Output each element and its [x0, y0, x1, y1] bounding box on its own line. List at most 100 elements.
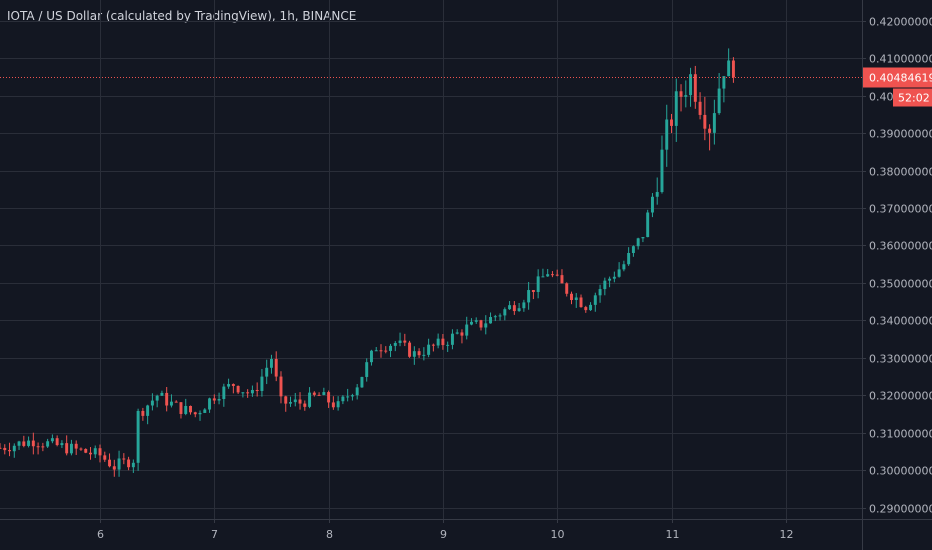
candle-body — [403, 340, 407, 343]
candle-body — [412, 351, 416, 357]
candle-body — [260, 376, 264, 391]
candle-body — [727, 60, 731, 77]
candle-body — [346, 396, 350, 398]
candle-body — [108, 459, 112, 467]
candle-body — [155, 395, 159, 401]
candle-body — [236, 385, 240, 393]
candle-body — [193, 412, 197, 415]
x-tick-label: 6 — [97, 528, 104, 541]
candle-body — [341, 396, 345, 402]
candle-body — [603, 280, 607, 290]
countdown-label: 52:02 — [898, 92, 930, 105]
y-tick-label: 0.30000000 — [869, 465, 932, 478]
candle-body — [160, 392, 164, 396]
candle-body — [660, 149, 664, 193]
candle-body — [241, 392, 245, 394]
candle-body — [146, 405, 150, 416]
y-tick-label: 0.33000000 — [869, 353, 932, 366]
candle-body — [103, 455, 107, 460]
y-tick-label: 0.42000000 — [869, 16, 932, 29]
candle-body — [222, 386, 226, 400]
candle-body — [184, 405, 188, 414]
candle-body — [36, 446, 40, 448]
candle-body — [703, 114, 707, 129]
grid-lines — [0, 0, 862, 519]
candle-body — [55, 438, 59, 446]
candles-layer — [0, 48, 735, 477]
candle-body — [460, 332, 464, 336]
candle-body — [565, 283, 569, 294]
candle-body — [227, 384, 231, 387]
candle-body — [641, 237, 645, 239]
candle-body — [8, 450, 12, 452]
candle-body — [46, 441, 50, 447]
candle-body — [655, 192, 659, 197]
candle-body — [479, 320, 483, 328]
candle-body — [689, 74, 693, 96]
y-tick-label: 0.32000000 — [869, 390, 932, 403]
x-tick-label: 8 — [326, 528, 333, 541]
candle-body — [360, 376, 364, 388]
candle-body — [384, 350, 388, 352]
candle-body — [198, 412, 202, 415]
candle-body — [284, 396, 288, 404]
candle-body — [174, 401, 178, 403]
candle-body — [365, 362, 369, 377]
candle-body — [269, 358, 273, 368]
candle-body — [255, 389, 259, 391]
candle-body — [336, 401, 340, 408]
candle-body — [117, 458, 121, 470]
candle-body — [217, 399, 221, 401]
candle-body — [203, 409, 207, 413]
y-axis: 0.420000000.410000000.400000000.39000000… — [862, 0, 932, 550]
candle-body — [589, 304, 593, 311]
candle-body — [65, 443, 69, 454]
candle-body — [393, 342, 397, 346]
candle-body — [308, 392, 312, 407]
candle-body — [189, 405, 192, 413]
candle-body — [98, 448, 102, 456]
candle-body — [60, 443, 64, 446]
candle-body — [136, 410, 140, 463]
candle-body — [408, 342, 412, 357]
candle-body — [470, 321, 473, 325]
candle-body — [127, 459, 131, 468]
candle-body — [517, 308, 521, 312]
candle-body — [612, 276, 616, 279]
candle-body — [593, 295, 597, 305]
candle-body — [398, 340, 402, 343]
candle-body — [731, 60, 735, 78]
candle-body — [474, 320, 478, 322]
candle-body — [546, 274, 550, 277]
x-axis: 6 7 8 9 10 11 12 — [0, 519, 932, 541]
candle-body — [650, 196, 654, 213]
candle-body — [74, 443, 78, 449]
candle-body — [617, 269, 621, 277]
x-tick-label: 9 — [440, 528, 447, 541]
candle-body — [169, 401, 173, 406]
countdown-tag — [893, 88, 932, 107]
candle-body — [693, 74, 697, 102]
candle-body — [541, 276, 545, 278]
candle-body — [708, 128, 712, 133]
candle-body — [636, 238, 640, 247]
candle-body — [450, 333, 454, 345]
candle-body — [3, 447, 7, 451]
candle-body — [555, 274, 559, 276]
y-tick-label: 0.37000000 — [869, 203, 932, 216]
candle-body — [531, 290, 535, 292]
x-tick-label: 10 — [551, 528, 565, 541]
candle-body — [389, 345, 392, 351]
y-tick-label: 0.29000000 — [869, 503, 932, 516]
candle-body — [665, 119, 669, 150]
y-tick-label: 0.38000000 — [869, 166, 932, 179]
x-tick-label: 11 — [666, 528, 680, 541]
candle-body — [331, 402, 335, 408]
candle-body — [327, 392, 331, 403]
candle-body — [446, 344, 450, 346]
candle-body — [369, 350, 373, 363]
y-tick-label: 0.41000000 — [869, 53, 932, 66]
candle-body — [427, 344, 431, 355]
candle-body — [355, 387, 359, 396]
